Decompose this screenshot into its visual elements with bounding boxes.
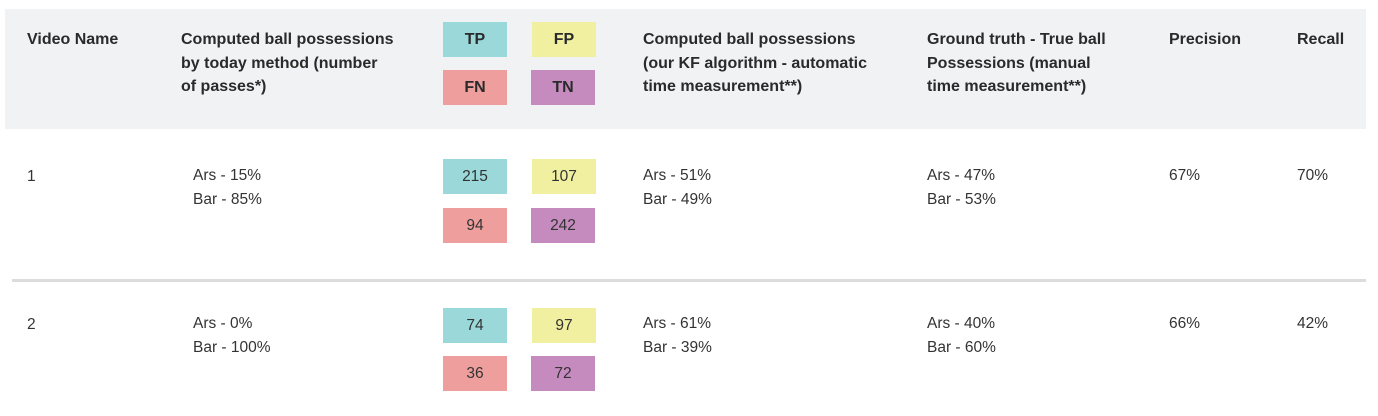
header-recall: Recall — [1297, 31, 1345, 48]
row2-precision: 66% — [1169, 315, 1201, 332]
row2-recall: 42% — [1297, 315, 1329, 332]
header-fp-badge: FP — [532, 22, 596, 57]
header-precision: Precision — [1169, 31, 1242, 48]
row1-video-name: 1 — [27, 168, 36, 185]
header-tp-badge: TP — [443, 22, 507, 57]
header-tn-badge: TN — [531, 70, 595, 105]
row1-computed-kf: Ars - 51% Bar - 49% — [643, 167, 712, 208]
header-computed-kf: Computed ball possessions (our KF algori… — [643, 31, 867, 95]
row2-computed-kf: Ars - 61% Bar - 39% — [643, 315, 712, 356]
row2-tn-value: 72 — [531, 356, 595, 391]
row1-ground-truth: Ars - 47% Bar - 53% — [927, 167, 996, 208]
row2-fp-value: 97 — [532, 308, 596, 343]
row1-tp-value: 215 — [443, 159, 507, 194]
row2-fn-value: 36 — [443, 356, 507, 391]
row-divider — [12, 279, 1366, 282]
table-header — [5, 9, 1366, 129]
row2-computed-today: Ars - 0% Bar - 100% — [193, 315, 271, 356]
header-fn-badge: FN — [443, 70, 507, 105]
row2-ground-truth: Ars - 40% Bar - 60% — [927, 315, 996, 356]
row1-computed-today: Ars - 15% Bar - 85% — [193, 167, 262, 208]
header-ground-truth: Ground truth - True ball Possessions (ma… — [927, 31, 1106, 95]
row1-fn-value: 94 — [443, 208, 507, 243]
row2-tp-value: 74 — [443, 308, 507, 343]
row1-fp-value: 107 — [532, 159, 596, 194]
header-video-name: Video Name — [27, 31, 119, 48]
row2-video-name: 2 — [27, 316, 36, 333]
row1-precision: 67% — [1169, 167, 1201, 184]
header-computed-today: Computed ball possessions by today metho… — [181, 31, 394, 95]
row1-recall: 70% — [1297, 167, 1329, 184]
row1-tn-value: 242 — [531, 208, 595, 243]
